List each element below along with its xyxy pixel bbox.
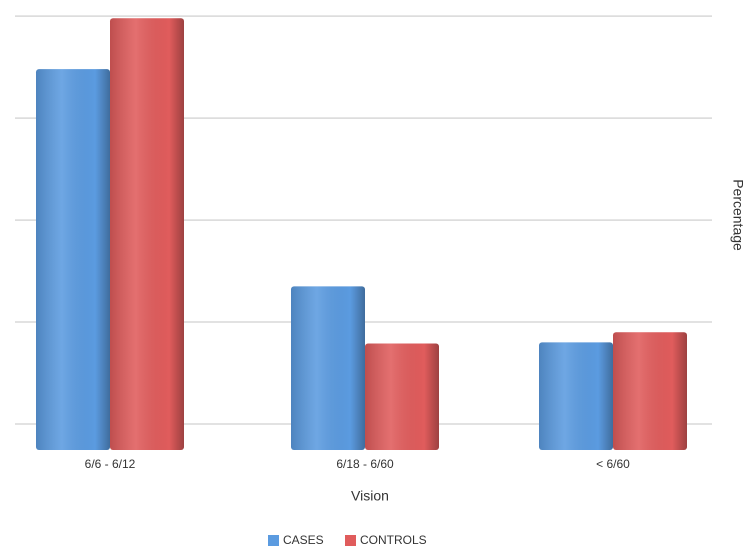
legend-swatch [268,535,279,546]
x-tick-label: 6/6 - 6/12 [85,457,136,471]
legend-swatch [345,535,356,546]
bar-shade [36,69,110,451]
bar-group [110,18,184,451]
bar-shade [291,286,365,450]
bar-group [365,343,439,450]
legend-label: CASES [283,533,324,547]
x-axis-label: Vision [351,488,389,504]
bar-shade [110,18,184,451]
y-axis-label: Percentage [730,179,746,251]
bar-shade [613,332,687,450]
x-tick-label: < 6/60 [596,457,630,471]
x-tick-label: 6/18 - 6/60 [336,457,394,471]
bar-group [539,342,613,450]
bar-shade [365,343,439,450]
bar-group [36,69,110,451]
bar-shade [539,342,613,450]
bar-group [613,332,687,450]
bar-group [291,286,365,450]
legend-label: CONTROLS [360,533,427,547]
